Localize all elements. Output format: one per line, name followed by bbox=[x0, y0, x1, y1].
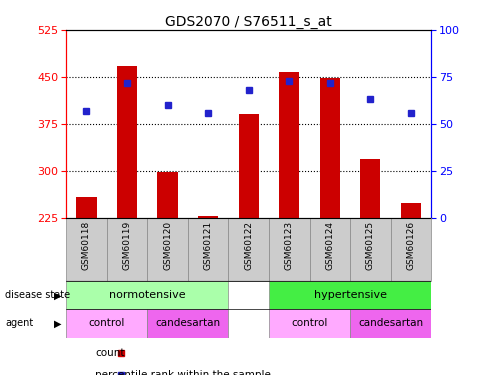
Bar bbox=[269, 309, 350, 338]
Text: GSM60119: GSM60119 bbox=[122, 220, 131, 270]
Bar bbox=[269, 281, 431, 309]
Bar bbox=[401, 203, 421, 217]
Title: GDS2070 / S76511_s_at: GDS2070 / S76511_s_at bbox=[165, 15, 332, 29]
Text: GSM60124: GSM60124 bbox=[325, 220, 334, 270]
Text: ▶: ▶ bbox=[54, 290, 61, 300]
Bar bbox=[66, 281, 228, 309]
Bar bbox=[228, 217, 269, 281]
Text: count: count bbox=[96, 348, 125, 357]
Text: GSM60118: GSM60118 bbox=[82, 220, 91, 270]
Text: GSM60126: GSM60126 bbox=[406, 220, 416, 270]
Text: ▶: ▶ bbox=[54, 318, 61, 328]
Bar bbox=[239, 114, 259, 218]
Text: control: control bbox=[89, 318, 125, 328]
Bar bbox=[188, 217, 228, 281]
Bar bbox=[107, 217, 147, 281]
Bar bbox=[319, 78, 340, 218]
Bar bbox=[391, 217, 431, 281]
Bar bbox=[147, 309, 228, 338]
Bar bbox=[147, 217, 188, 281]
Bar bbox=[198, 216, 218, 217]
Bar bbox=[350, 309, 431, 338]
Bar bbox=[350, 217, 391, 281]
Bar bbox=[310, 217, 350, 281]
Bar bbox=[117, 66, 137, 218]
Text: GSM60122: GSM60122 bbox=[244, 220, 253, 270]
Bar bbox=[279, 72, 299, 217]
Text: percentile rank within the sample: percentile rank within the sample bbox=[96, 370, 271, 375]
Text: disease state: disease state bbox=[5, 290, 70, 300]
Bar bbox=[66, 217, 107, 281]
Text: candesartan: candesartan bbox=[155, 318, 220, 328]
Bar bbox=[66, 309, 147, 338]
Bar bbox=[269, 217, 310, 281]
Text: GSM60123: GSM60123 bbox=[285, 220, 294, 270]
Text: candesartan: candesartan bbox=[358, 318, 423, 328]
Text: GSM60125: GSM60125 bbox=[366, 220, 375, 270]
Bar bbox=[157, 172, 178, 217]
Text: GSM60120: GSM60120 bbox=[163, 220, 172, 270]
Bar bbox=[76, 197, 97, 217]
Text: GSM60121: GSM60121 bbox=[204, 220, 213, 270]
Text: hypertensive: hypertensive bbox=[314, 290, 387, 300]
Bar bbox=[360, 159, 381, 218]
Text: control: control bbox=[292, 318, 328, 328]
Text: agent: agent bbox=[5, 318, 33, 328]
Text: normotensive: normotensive bbox=[109, 290, 186, 300]
